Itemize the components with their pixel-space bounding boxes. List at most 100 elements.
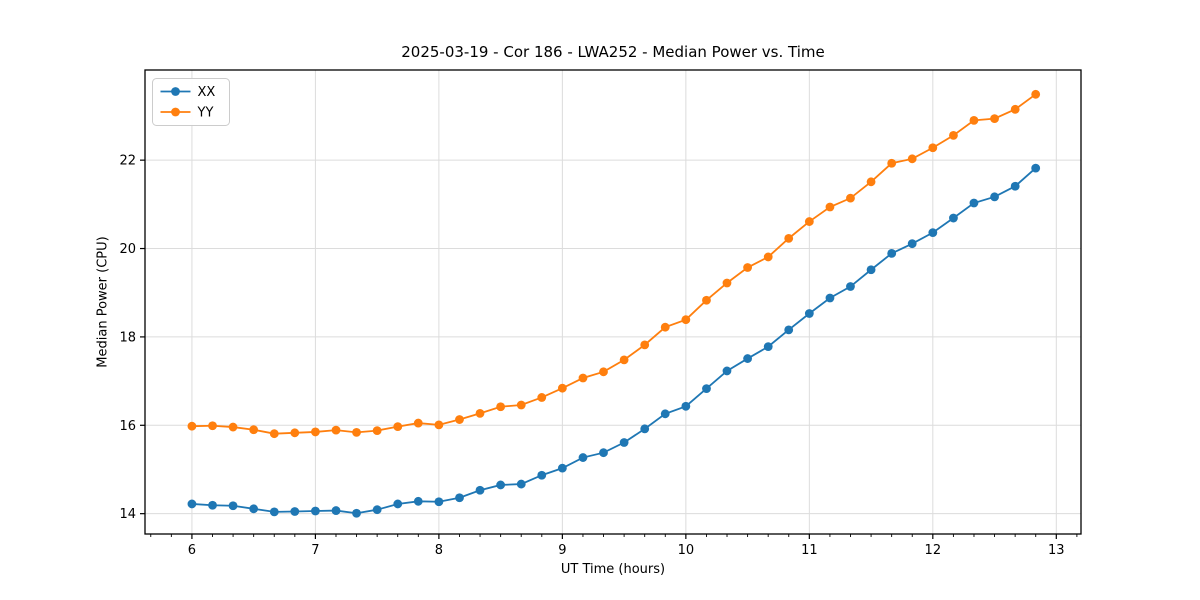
y-tick-label: 18 xyxy=(119,330,136,345)
data-point-XX xyxy=(990,192,999,202)
data-point-YY xyxy=(949,131,958,140)
series-YY xyxy=(187,89,1041,439)
series-line-YY xyxy=(191,93,1037,435)
data-point-XX xyxy=(763,342,773,352)
data-point-YY xyxy=(187,421,197,431)
data-point-XX xyxy=(722,366,732,376)
data-point-YY xyxy=(804,217,814,226)
data-point-XX xyxy=(331,506,341,515)
data-point-YY xyxy=(763,252,773,262)
data-point-YY xyxy=(208,421,217,431)
data-point-YY xyxy=(537,393,547,402)
x-tick-label: 7 xyxy=(311,543,319,558)
data-point-YY xyxy=(681,315,691,325)
data-point-YY xyxy=(907,154,917,164)
data-point-XX xyxy=(578,453,588,462)
data-point-YY xyxy=(990,114,999,124)
data-point-YY xyxy=(393,422,403,432)
x-tick-label: 8 xyxy=(435,543,443,558)
legend-box xyxy=(152,78,230,126)
plot-frame xyxy=(144,69,1082,535)
data-point-YY xyxy=(599,367,608,377)
data-point-YY xyxy=(619,355,629,365)
grid xyxy=(145,70,1081,534)
data-point-XX xyxy=(290,507,300,516)
legend-marker-sample xyxy=(171,87,180,96)
data-point-XX xyxy=(372,505,382,515)
x-axis-label: UT Time (hours) xyxy=(560,562,666,577)
series-XX xyxy=(187,163,1041,518)
data-point-XX xyxy=(393,499,403,509)
data-point-YY xyxy=(578,373,588,383)
data-point-YY xyxy=(866,177,876,187)
data-point-XX xyxy=(640,424,650,434)
data-point-XX xyxy=(804,309,814,318)
data-point-YY xyxy=(228,422,238,432)
data-point-YY xyxy=(475,408,485,418)
data-point-XX xyxy=(907,239,917,249)
data-point-YY xyxy=(516,400,526,410)
data-point-YY xyxy=(434,420,444,430)
data-point-XX xyxy=(887,248,897,258)
data-point-YY xyxy=(887,158,897,168)
data-point-XX xyxy=(557,463,567,473)
data-point-YY xyxy=(784,233,794,243)
data-point-XX xyxy=(702,384,711,394)
legend: XX YY xyxy=(152,78,230,126)
data-point-XX xyxy=(311,506,320,516)
y-tick-label: 14 xyxy=(119,507,136,522)
data-point-YY xyxy=(1010,104,1020,114)
data-point-XX xyxy=(455,493,464,503)
data-point-YY xyxy=(702,295,711,305)
data-point-YY xyxy=(311,427,320,437)
y-tick-label: 16 xyxy=(119,419,136,434)
data-point-YY xyxy=(496,402,506,412)
data-point-XX xyxy=(475,485,485,495)
data-point-XX xyxy=(949,213,958,223)
data-point-XX xyxy=(413,496,423,506)
data-point-XX xyxy=(969,198,979,208)
legend-marker-sample xyxy=(171,107,180,117)
data-point-XX xyxy=(681,401,691,411)
data-point-YY xyxy=(825,202,835,212)
legend-label-XX: XX xyxy=(198,85,216,100)
data-point-YY xyxy=(249,425,259,435)
chart-title: 2025-03-19 - Cor 186 - LWA252 - Median P… xyxy=(401,43,825,61)
data-point-XX xyxy=(352,508,361,518)
data-point-YY xyxy=(331,425,341,435)
x-tick-label: 9 xyxy=(558,543,566,558)
x-tick-label: 12 xyxy=(925,543,942,558)
data-point-XX xyxy=(269,507,279,517)
legend-entry-YY: YY xyxy=(160,106,214,121)
data-point-YY xyxy=(722,278,732,288)
legend-label-YY: YY xyxy=(197,106,214,121)
data-point-XX xyxy=(846,282,855,291)
data-point-YY xyxy=(660,322,670,332)
data-point-XX xyxy=(228,501,238,511)
data-point-XX xyxy=(434,497,444,507)
data-point-YY xyxy=(290,428,300,438)
data-point-YY xyxy=(1031,89,1041,99)
data-point-YY xyxy=(928,143,938,153)
data-point-YY xyxy=(969,115,979,125)
data-point-YY xyxy=(352,427,361,437)
series-line-XX xyxy=(191,167,1037,515)
y-tick-label: 20 xyxy=(119,242,136,257)
x-tick-label: 11 xyxy=(801,543,818,558)
legend-entry-XX: XX xyxy=(160,85,216,100)
data-point-XX xyxy=(187,499,197,509)
x-tick-label: 13 xyxy=(1048,543,1065,558)
x-tick-label: 6 xyxy=(188,543,196,558)
data-point-XX xyxy=(743,354,752,363)
data-point-XX xyxy=(249,504,259,514)
y-axis-ticks: 14 16 18 20 22 xyxy=(119,154,145,522)
data-point-YY xyxy=(557,383,567,393)
data-point-YY xyxy=(269,429,279,439)
data-point-XX xyxy=(866,265,876,275)
data-point-XX xyxy=(1031,163,1041,173)
data-point-XX xyxy=(660,409,670,419)
data-point-YY xyxy=(372,426,382,435)
data-point-XX xyxy=(784,325,794,335)
